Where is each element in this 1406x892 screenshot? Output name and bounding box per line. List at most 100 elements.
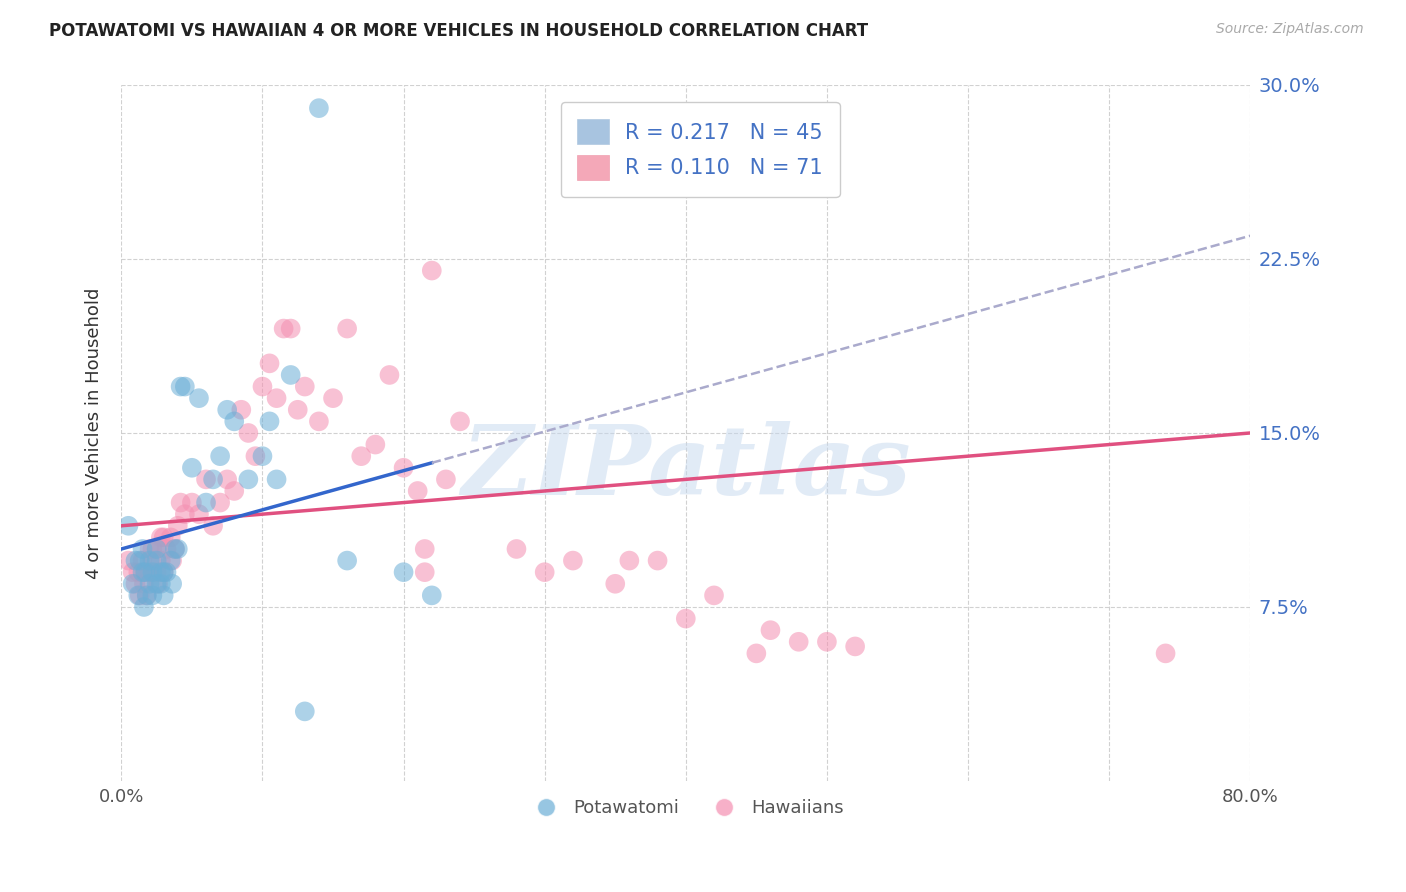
Point [145, 553, 167, 567]
Point [195, 472, 218, 486]
Point [138, 576, 160, 591]
Point [238, 425, 260, 440]
Point [224, 414, 246, 428]
Point [145, 565, 167, 579]
Point [434, 472, 457, 486]
Point [159, 530, 181, 544]
Point [159, 553, 181, 567]
Point [294, 379, 316, 393]
Text: POTAWATOMI VS HAWAIIAN 4 OR MORE VEHICLES IN HOUSEHOLD CORRELATION CHART: POTAWATOMI VS HAWAIIAN 4 OR MORE VEHICLE… [49, 22, 869, 40]
Point [188, 507, 211, 521]
Point [406, 483, 429, 498]
Point [131, 541, 153, 556]
Point [145, 541, 167, 556]
Point [173, 379, 195, 393]
Point [145, 576, 167, 591]
Point [217, 402, 239, 417]
Point [287, 402, 309, 417]
Point [160, 576, 183, 591]
Point [134, 565, 156, 579]
Point [138, 541, 160, 556]
Point [134, 565, 156, 579]
Point [378, 368, 401, 382]
Point [149, 565, 172, 579]
Point [155, 541, 177, 556]
Point [224, 483, 246, 498]
Point [336, 553, 359, 567]
Point [350, 449, 373, 463]
Point [180, 495, 202, 509]
Point [259, 414, 281, 428]
Point [169, 495, 191, 509]
Point [280, 368, 302, 382]
Point [217, 472, 239, 486]
Point [128, 588, 150, 602]
Point [392, 460, 415, 475]
Point [245, 449, 267, 463]
Point [787, 634, 810, 648]
Point [308, 101, 330, 115]
Legend: Potawatomi, Hawaiians: Potawatomi, Hawaiians [520, 792, 851, 824]
Point [647, 553, 669, 567]
Point [173, 507, 195, 521]
Point [146, 576, 169, 591]
Point [132, 576, 155, 591]
Point [169, 379, 191, 393]
Point [252, 449, 274, 463]
Point [259, 356, 281, 370]
Point [131, 565, 153, 579]
Point [135, 588, 157, 602]
Y-axis label: 4 or more Vehicles in Household: 4 or more Vehicles in Household [86, 287, 103, 579]
Point [124, 576, 146, 591]
Point [413, 565, 436, 579]
Point [152, 565, 174, 579]
Point [322, 391, 344, 405]
Point [238, 472, 260, 486]
Point [152, 588, 174, 602]
Point [280, 321, 302, 335]
Point [124, 553, 146, 567]
Point [138, 553, 160, 567]
Point [202, 518, 225, 533]
Point [135, 588, 157, 602]
Point [152, 530, 174, 544]
Point [131, 553, 153, 567]
Point [364, 437, 387, 451]
Text: Source: ZipAtlas.com: Source: ZipAtlas.com [1216, 22, 1364, 37]
Point [121, 576, 143, 591]
Point [149, 576, 172, 591]
Point [127, 588, 149, 602]
Point [703, 588, 725, 602]
Point [155, 565, 177, 579]
Point [336, 321, 359, 335]
Point [141, 588, 163, 602]
Point [561, 553, 583, 567]
Point [163, 541, 186, 556]
Point [163, 541, 186, 556]
Point [128, 553, 150, 567]
Point [127, 565, 149, 579]
Point [195, 495, 218, 509]
Point [308, 414, 330, 428]
Point [533, 565, 555, 579]
Point [266, 472, 288, 486]
Point [152, 565, 174, 579]
Point [844, 640, 866, 654]
Point [160, 553, 183, 567]
Point [392, 565, 415, 579]
Point [273, 321, 295, 335]
Point [180, 460, 202, 475]
Point [815, 634, 838, 648]
Point [145, 541, 167, 556]
Point [675, 611, 697, 625]
Point [141, 541, 163, 556]
Point [449, 414, 471, 428]
Point [1154, 646, 1177, 660]
Point [413, 541, 436, 556]
Point [619, 553, 641, 567]
Point [420, 588, 443, 602]
Point [605, 576, 627, 591]
Point [141, 565, 163, 579]
Point [759, 623, 782, 637]
Point [188, 391, 211, 405]
